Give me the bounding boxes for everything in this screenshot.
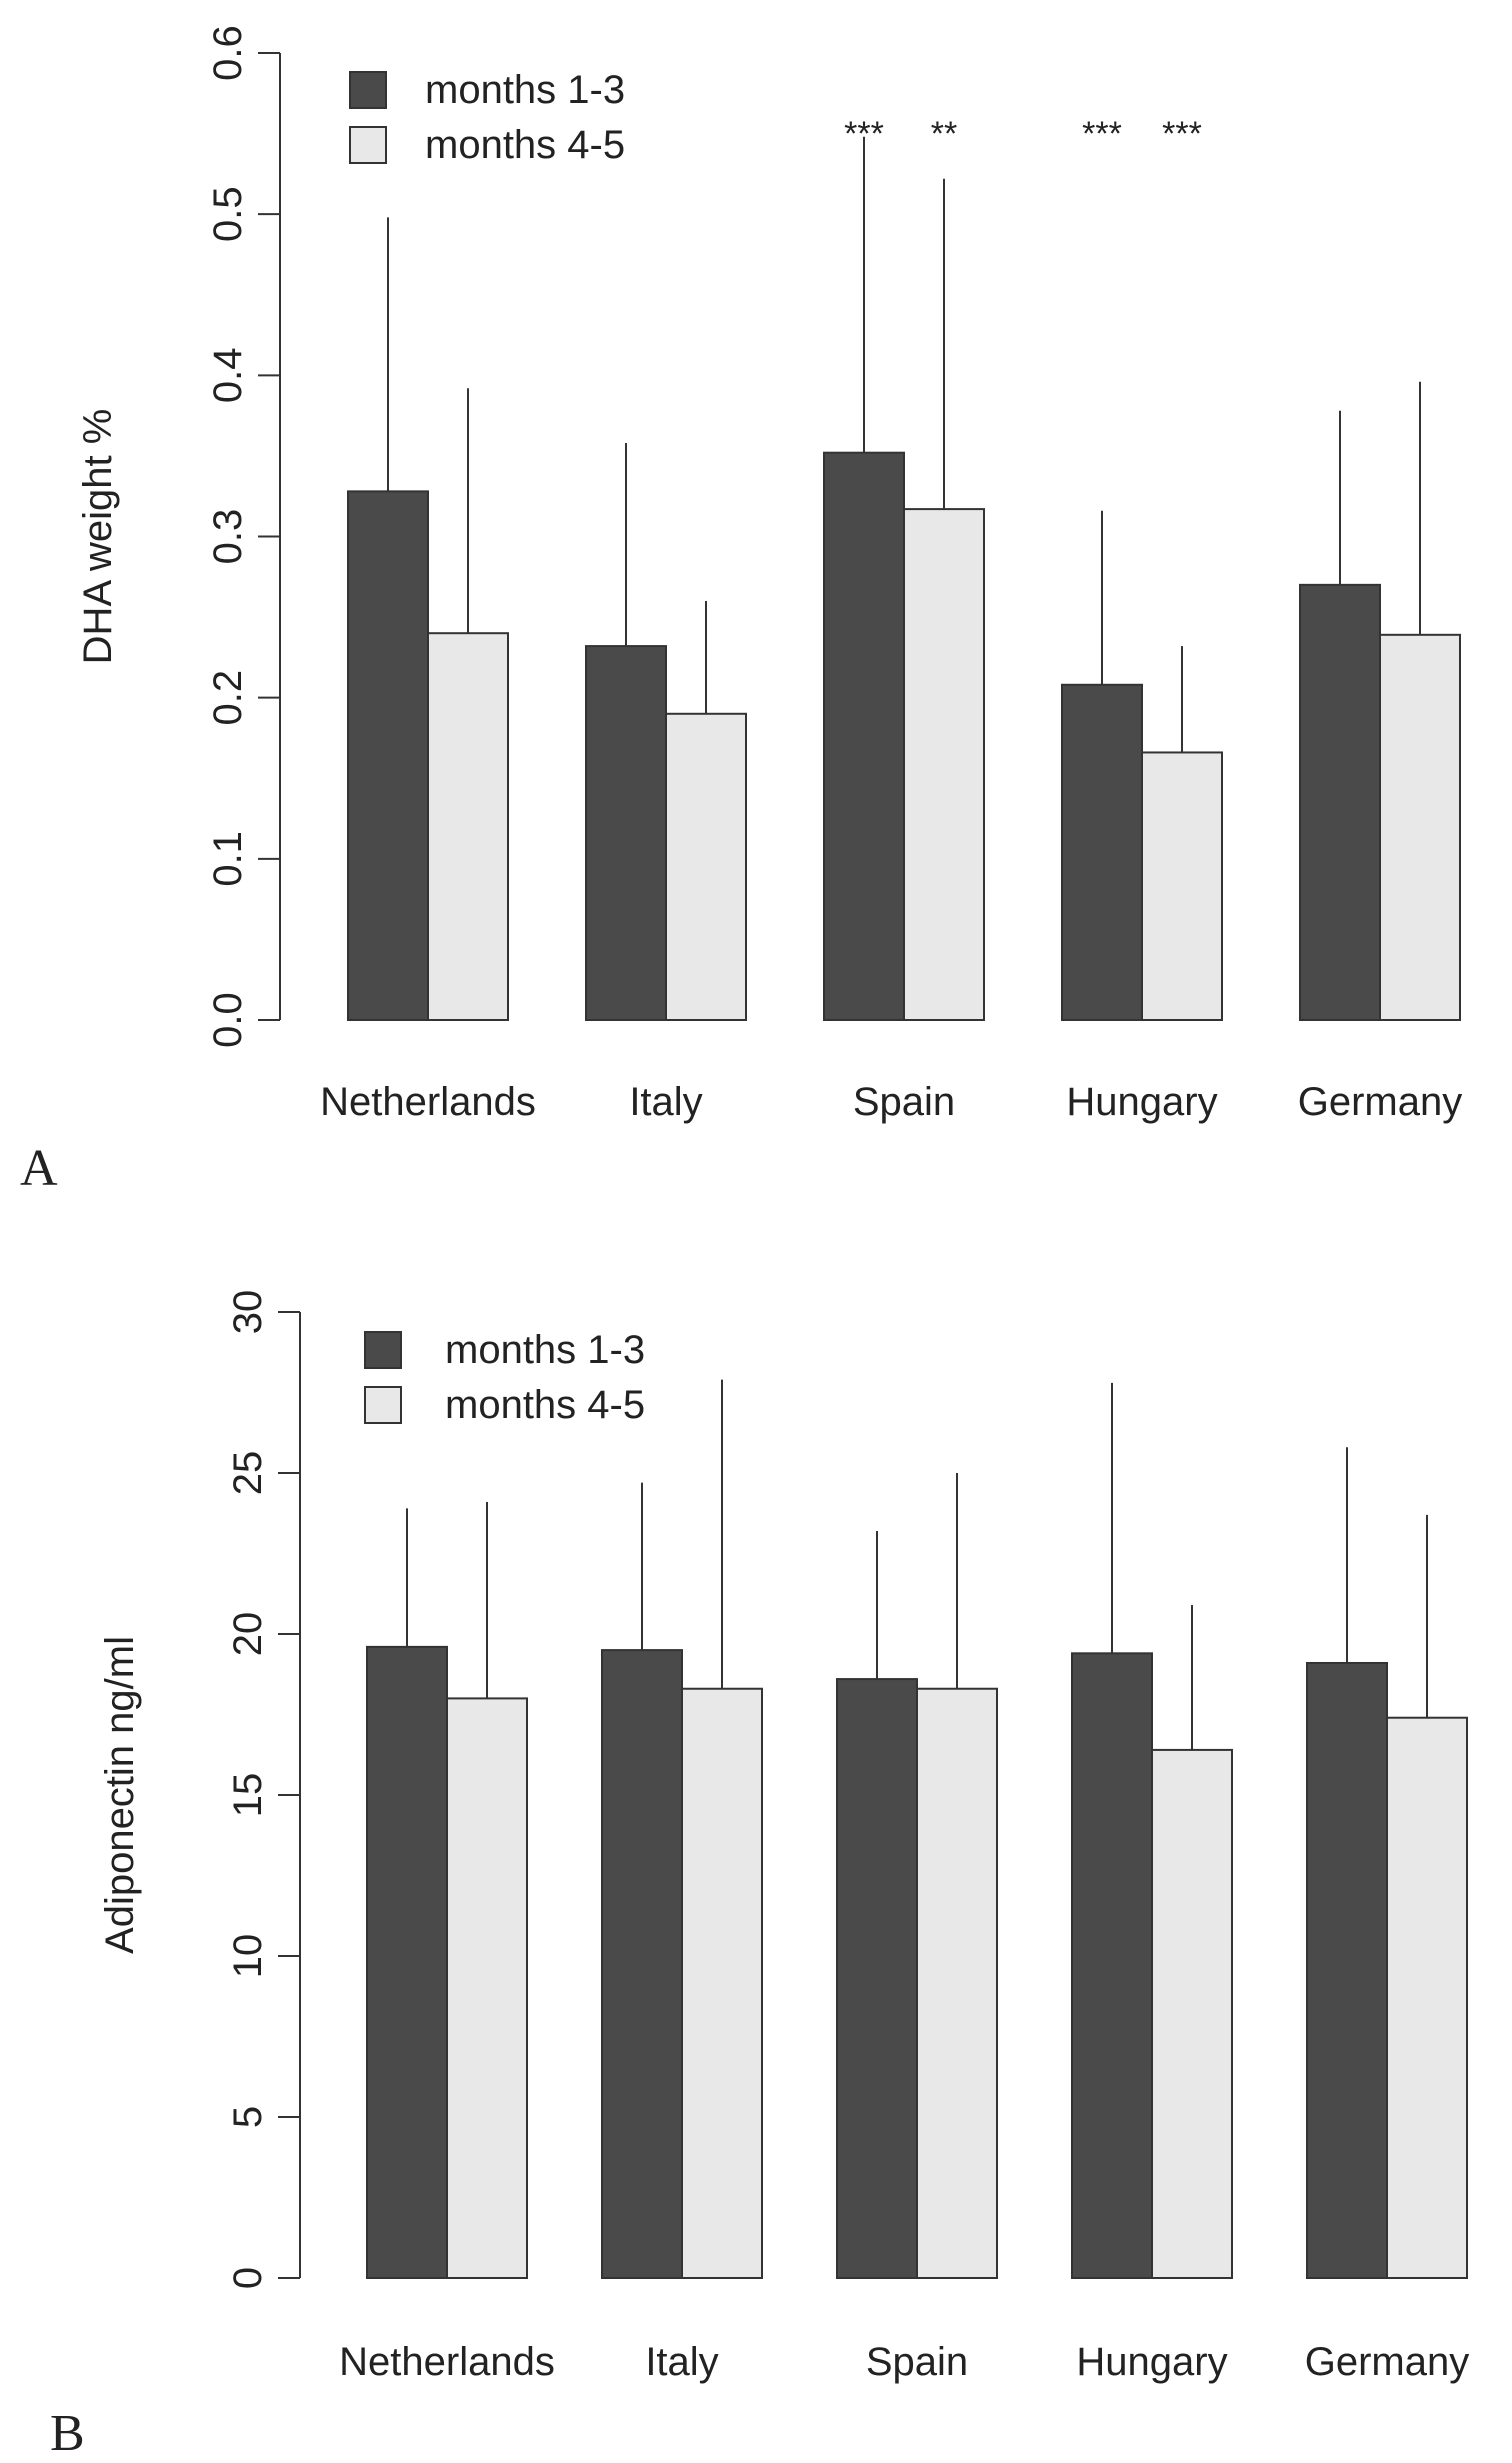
x-category-label: Hungary: [1076, 2340, 1227, 2384]
y-tick-label: 0.0: [206, 992, 250, 1048]
legend-swatch: [349, 126, 387, 164]
y-tick-label: 25: [226, 1451, 270, 1496]
x-category-label: Germany: [1305, 2340, 1470, 2384]
y-tick-label: 0.3: [206, 509, 250, 565]
legend-swatch: [349, 71, 387, 109]
y-axis-title: Adiponectin ng/ml: [98, 1636, 142, 1954]
significance-marker: **: [931, 115, 957, 153]
bar: [836, 1678, 918, 2279]
bar: [601, 1649, 683, 2279]
x-category-label: Spain: [866, 2340, 968, 2384]
bar: [1061, 683, 1143, 1021]
bar: [347, 490, 429, 1021]
x-category-label: Germany: [1298, 1080, 1463, 1124]
bar: [1306, 1661, 1388, 2279]
y-tick-label: 0.4: [206, 348, 250, 404]
bar: [1379, 633, 1461, 1021]
y-tick-label: 0.6: [206, 25, 250, 81]
x-category-label: Italy: [645, 2340, 718, 2384]
legend-swatch: [364, 1386, 402, 1424]
x-category-label: Hungary: [1066, 1080, 1217, 1124]
significance-marker: ***: [1082, 115, 1122, 153]
bar: [427, 632, 509, 1021]
bar: [903, 508, 985, 1021]
y-tick-label: 0.2: [206, 670, 250, 726]
bar: [665, 712, 747, 1021]
bar: [585, 645, 667, 1021]
panel-a-dha-chart: 0.0 0.1 0.2 0.3 0.4 0.5 0.6 DHA weight % Netherl…: [20, 25, 1462, 1197]
significance-marker: ***: [1162, 115, 1202, 153]
x-category-label: Netherlands: [339, 2340, 555, 2384]
legend-label: months 1-3: [445, 1328, 645, 1372]
y-tick-label: 10: [226, 1934, 270, 1979]
x-category-label: Netherlands: [320, 1080, 536, 1124]
x-category-label: Italy: [629, 1080, 702, 1124]
panel-label: A: [20, 1140, 58, 1197]
bar: [1151, 1748, 1233, 2280]
y-tick-label: 5: [226, 2106, 270, 2128]
panel-b-adiponectin-chart: 0 5 10 15 20 25 30 Adiponectin ng/ml Netherlands…: [50, 1290, 1469, 2462]
legend-label: months 4-5: [425, 123, 625, 167]
y-tick-label: 15: [226, 1773, 270, 1818]
bar: [1141, 751, 1223, 1021]
y-axis-title: DHA weight %: [76, 409, 120, 665]
y-tick-label: 0: [226, 2267, 270, 2289]
y-tick-label: 20: [226, 1612, 270, 1657]
legend-swatch: [364, 1331, 402, 1369]
y-tick-label: 0.1: [206, 831, 250, 887]
panel-label: B: [50, 2405, 85, 2462]
bar: [1071, 1652, 1153, 2279]
bar: [1299, 583, 1381, 1021]
y-tick-label: 30: [226, 1290, 270, 1335]
bar: [681, 1687, 763, 2279]
bar: [916, 1687, 998, 2279]
bar: [446, 1697, 528, 2279]
x-category-label: Spain: [853, 1080, 955, 1124]
significance-marker: ***: [844, 115, 884, 153]
y-tick-label: 0.5: [206, 186, 250, 242]
bar: [366, 1645, 448, 2279]
legend-label: months 4-5: [445, 1383, 645, 1427]
bar: [823, 451, 905, 1021]
bar: [1386, 1716, 1468, 2279]
legend-label: months 1-3: [425, 68, 625, 112]
